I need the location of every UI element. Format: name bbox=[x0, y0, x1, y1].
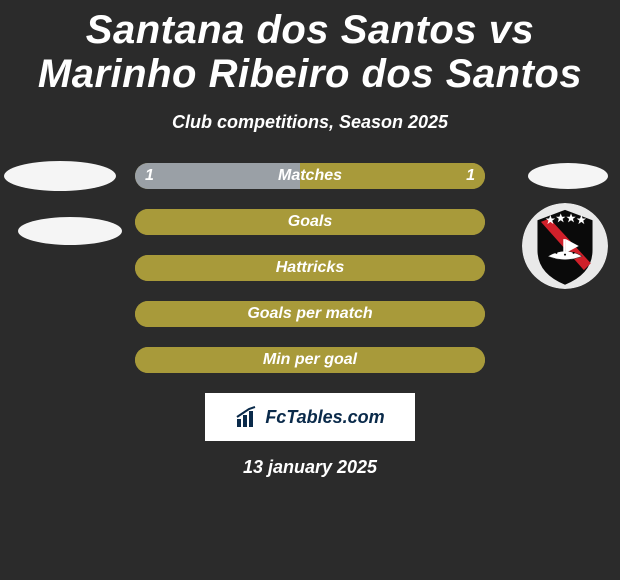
left-player-ellipse bbox=[4, 161, 116, 191]
stat-bar: Min per goal bbox=[135, 347, 485, 373]
club-badge-icon bbox=[522, 203, 608, 289]
left-player-ellipse bbox=[18, 217, 122, 245]
fctables-logo: FcTables.com bbox=[205, 393, 415, 441]
stat-bar: Goals per match bbox=[135, 301, 485, 327]
bar-value-right: 1 bbox=[466, 167, 475, 185]
bars-container: Matches1 1 Goals Hattricks Goals per match Mi… bbox=[135, 163, 485, 373]
logo-text: FcTables.com bbox=[265, 407, 384, 428]
bar-label: Min per goal bbox=[135, 351, 485, 369]
right-player-ellipse bbox=[528, 163, 608, 189]
stat-bar: Hattricks bbox=[135, 255, 485, 281]
bar-label: Goals per match bbox=[135, 305, 485, 323]
club-badge bbox=[522, 203, 608, 289]
bar-label: Hattricks bbox=[135, 259, 485, 277]
page-title: Santana dos Santos vs Marinho Ribeiro do… bbox=[0, 0, 620, 102]
subtitle: Club competitions, Season 2025 bbox=[0, 112, 620, 133]
date-text: 13 january 2025 bbox=[0, 457, 620, 478]
bar-label: Matches bbox=[135, 167, 485, 185]
bar-value-left: 1 bbox=[145, 167, 154, 185]
stat-bar: Goals bbox=[135, 209, 485, 235]
stat-bar: Matches1 1 bbox=[135, 163, 485, 189]
comparison-chart: Matches1 1 Goals Hattricks Goals per match Mi… bbox=[0, 163, 620, 373]
bar-label: Goals bbox=[135, 213, 485, 231]
bar-chart-icon bbox=[235, 405, 259, 429]
